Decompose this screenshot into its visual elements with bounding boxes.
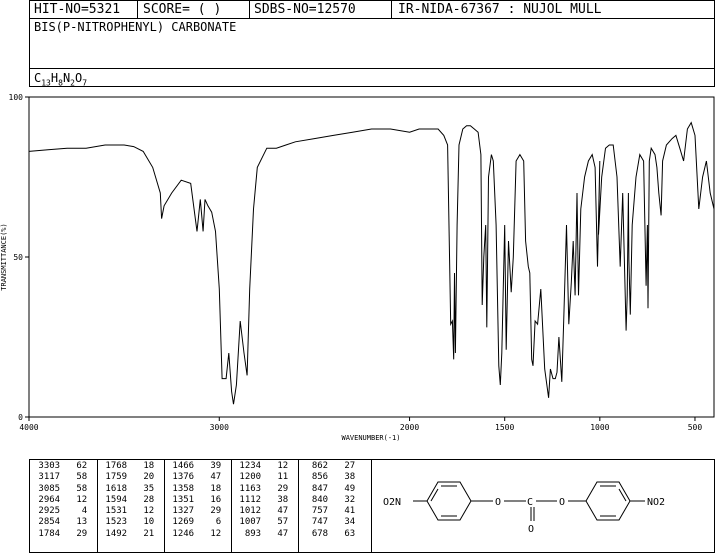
peak-row: 3117 58 <box>33 472 88 483</box>
peak-row: 1163 29 <box>234 483 289 494</box>
header-divider <box>249 1 250 18</box>
formula-divider <box>29 68 715 69</box>
peak-row: 2854 13 <box>33 517 88 528</box>
bridge-oxygen-right: O <box>559 497 565 508</box>
peak-row: 1358 18 <box>167 483 222 494</box>
peak-row: 1269 6 <box>167 517 222 528</box>
score: SCORE= ( ) <box>143 2 222 17</box>
peak-column-divider <box>231 459 232 552</box>
x-axis-label: WAVENUMBER(-1) <box>341 434 400 442</box>
peak-row: 1618 35 <box>100 483 155 494</box>
peak-row: 1246 12 <box>167 528 222 539</box>
peak-row: 1466 39 <box>167 461 222 471</box>
y-tick-label: 0 <box>18 413 23 422</box>
peak-row: 1327 29 <box>167 506 222 517</box>
x-tick-label: 3000 <box>210 423 229 432</box>
molecular-formula: C13H8N2O7 <box>34 71 88 88</box>
structure-diagram: O2N O C O O NO2 <box>383 481 665 535</box>
carbonyl-oxygen: O <box>528 524 534 535</box>
peak-row: 893 47 <box>234 528 289 539</box>
peak-row: 1492 21 <box>100 528 155 539</box>
peak-row: 1759 20 <box>100 472 155 483</box>
peak-row: 747 34 <box>301 517 356 528</box>
peak-row: 678 63 <box>301 528 356 539</box>
peak-column-divider <box>97 459 98 552</box>
left-benzene-ring <box>426 481 472 521</box>
peak-column: 1466 39 1376 47 1358 18 1351 16 1327 29 … <box>167 461 221 540</box>
peak-row: 847 49 <box>301 483 356 494</box>
x-tick-label: 2000 <box>400 423 419 432</box>
header-divider <box>137 1 138 18</box>
compound-name: BIS(P-NITROPHENYL) CARBONATE <box>34 20 237 34</box>
y-axis-label: TRANSMITTANCE(%) <box>0 223 8 290</box>
peak-row: 3303 62 <box>33 461 88 471</box>
sdbs-no: SDBS-NO=12570 <box>254 2 356 17</box>
peak-row: 1200 11 <box>234 472 289 483</box>
carbonyl-carbon: C <box>527 497 533 508</box>
peak-row: 757 41 <box>301 506 356 517</box>
peak-row: 1007 57 <box>234 517 289 528</box>
peak-row: 1594 28 <box>100 494 155 505</box>
left-nitro-group: O2N <box>383 497 401 508</box>
peak-row: 1768 18 <box>100 461 155 471</box>
hit-no: HIT-NO=5321 <box>34 2 121 17</box>
peak-column: 862 27 856 38 847 49 840 32 757 41 747 3… <box>301 461 355 540</box>
bridge-oxygen-left: O <box>495 497 501 508</box>
x-tick-label: 4000 <box>19 423 38 432</box>
peak-column: 1768 18 1759 20 1618 35 1594 28 1531 12 … <box>100 461 154 540</box>
peak-row: 1351 16 <box>167 494 222 505</box>
peak-row: 1112 38 <box>234 494 289 505</box>
peak-column: 1234 12 1200 11 1163 29 1112 38 1012 47 … <box>234 461 288 540</box>
peak-row: 856 38 <box>301 472 356 483</box>
y-tick-label: 50 <box>13 253 23 262</box>
peak-row: 3085 58 <box>33 483 88 494</box>
peak-row: 1234 12 <box>234 461 289 471</box>
right-benzene-ring <box>585 481 631 521</box>
peak-row: 2964 12 <box>33 494 88 505</box>
ir-info: IR-NIDA-67367 : NUJOL MULL <box>398 2 602 17</box>
peak-column-divider <box>164 459 165 552</box>
peak-column-divider <box>298 459 299 552</box>
y-tick-label: 100 <box>9 93 24 102</box>
right-nitro-group: NO2 <box>647 497 665 508</box>
peak-row: 1376 47 <box>167 472 222 483</box>
peak-row: 862 27 <box>301 461 356 471</box>
peak-row: 840 32 <box>301 494 356 505</box>
ir-spectrum-chart: 0 50 100 4000 3000 2000 1500 1000 500 TRANSMITT… <box>0 93 715 442</box>
x-tick-label: 500 <box>688 423 703 432</box>
peak-row: 1784 29 <box>33 528 88 539</box>
peak-row: 1012 47 <box>234 506 289 517</box>
header-divider <box>391 1 392 18</box>
peak-row: 1531 12 <box>100 506 155 517</box>
spectrum-line <box>28 121 715 405</box>
peak-row: 1523 10 <box>100 517 155 528</box>
x-tick-label: 1000 <box>590 423 609 432</box>
x-tick-label: 1500 <box>495 423 514 432</box>
peak-row: 2925 4 <box>33 506 88 517</box>
peak-column: 3303 62 3117 58 3085 58 2964 12 2925 4 2… <box>33 461 87 540</box>
